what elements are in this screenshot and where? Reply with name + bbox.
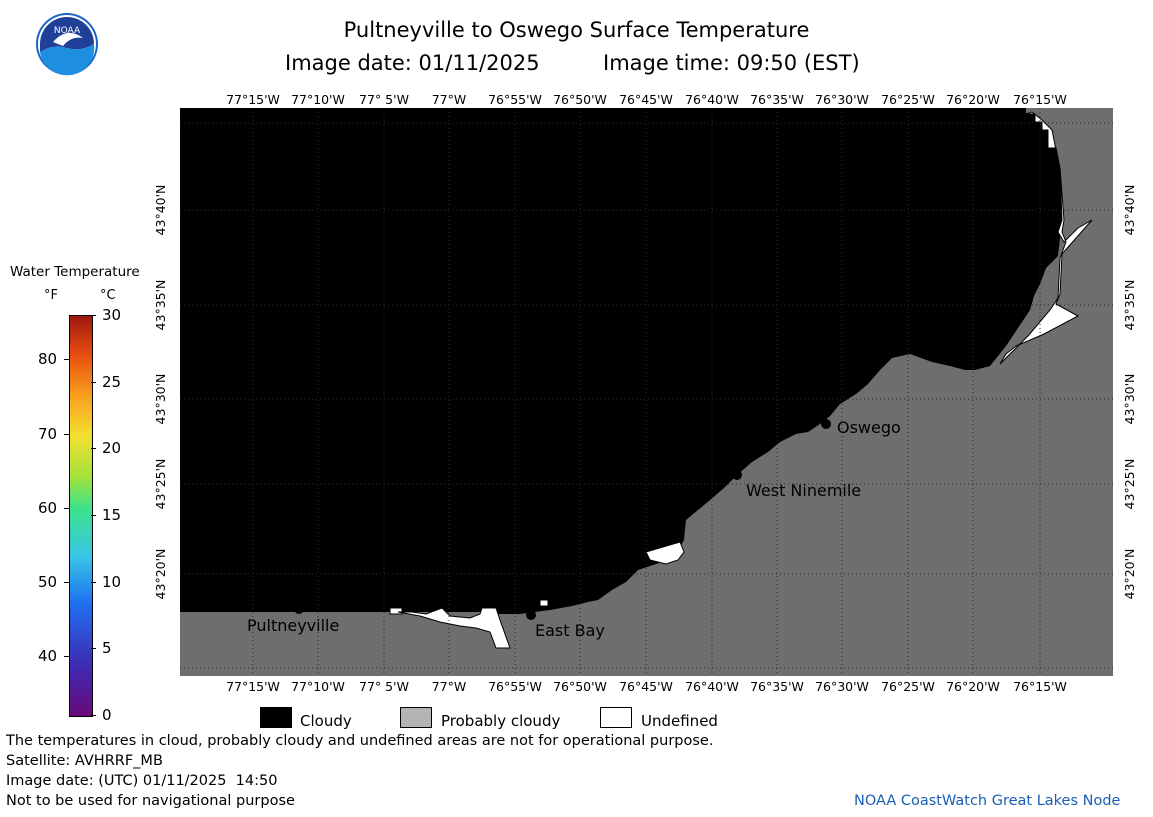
celsius-tick-label: 5 bbox=[102, 639, 112, 658]
image-date-label: Image date: 01/11/2025 bbox=[285, 51, 540, 75]
celsius-tick-mark bbox=[91, 381, 96, 383]
colorbar-unit-f: °F bbox=[44, 288, 58, 303]
longitude-tick-label: 76°25'W bbox=[881, 679, 935, 694]
svg-text:NOAA: NOAA bbox=[54, 26, 81, 36]
latitude-tick-label: 43°40'N bbox=[1122, 184, 1137, 236]
fahrenheit-tick-label: 50 bbox=[38, 572, 58, 591]
longitude-tick-label: 76°45'W bbox=[619, 92, 673, 107]
longitude-tick-label: 76°35'W bbox=[750, 679, 804, 694]
colorbar-unit-c: °C bbox=[100, 288, 116, 303]
latitude-tick-label: 43°30'N bbox=[1122, 373, 1137, 425]
latitude-tick-label: 43°20'N bbox=[1122, 548, 1137, 600]
east-bay-marker bbox=[526, 610, 536, 620]
longitude-tick-label: 76°45'W bbox=[619, 679, 673, 694]
longitude-tick-label: 76°25'W bbox=[881, 92, 935, 107]
celsius-tick-mark bbox=[91, 715, 96, 716]
celsius-tick-mark bbox=[91, 648, 96, 650]
latitude-tick-label: 43°35'N bbox=[1122, 279, 1137, 331]
temperature-colorbar bbox=[69, 315, 93, 717]
fahrenheit-tick-label: 70 bbox=[38, 424, 58, 443]
latitude-tick-label: 43°25'N bbox=[153, 458, 168, 510]
place-label-pultneyville: Pultneyville bbox=[247, 616, 340, 635]
map-canvas bbox=[180, 108, 1113, 676]
longitude-tick-label: 76°30'W bbox=[815, 679, 869, 694]
footer-nav-warning: Not to be used for navigational purpose bbox=[6, 793, 295, 809]
legend-label-undefined: Undefined bbox=[641, 712, 718, 730]
pultneyville-marker bbox=[294, 604, 304, 614]
celsius-tick-mark bbox=[91, 315, 96, 316]
place-label-oswego: Oswego bbox=[837, 418, 901, 437]
oswego-marker bbox=[821, 419, 831, 429]
longitude-tick-label: 76°50'W bbox=[553, 679, 607, 694]
fahrenheit-tick-mark bbox=[64, 433, 69, 435]
celsius-tick-label: 10 bbox=[102, 572, 122, 591]
place-label-west-ninemile: West Ninemile bbox=[746, 481, 862, 500]
celsius-tick-mark bbox=[91, 515, 96, 516]
legend-swatch-undefined bbox=[600, 707, 632, 728]
longitude-tick-label: 76°20'W bbox=[946, 679, 1000, 694]
longitude-tick-label: 76°30'W bbox=[815, 92, 869, 107]
graticule bbox=[180, 108, 1113, 676]
legend-label-probably-cloudy: Probably cloudy bbox=[441, 712, 561, 730]
longitude-tick-label: 76°20'W bbox=[946, 92, 1000, 107]
celsius-tick-label: 15 bbox=[102, 506, 122, 524]
latitude-tick-label: 43°25'N bbox=[1122, 458, 1137, 510]
fahrenheit-tick-mark bbox=[64, 655, 69, 657]
undefined-areas bbox=[389, 111, 1093, 649]
longitude-tick-label: 77°10'W bbox=[291, 679, 345, 694]
fahrenheit-tick-label: 80 bbox=[38, 350, 58, 369]
longitude-tick-label: 76°50'W bbox=[553, 92, 607, 107]
fahrenheit-tick-label: 60 bbox=[38, 498, 58, 517]
noaa-logo: NOAA bbox=[35, 12, 99, 76]
longitude-tick-label: 76°40'W bbox=[685, 92, 739, 107]
celsius-tick-mark bbox=[91, 581, 96, 583]
longitude-tick-label: 76°35'W bbox=[750, 92, 804, 107]
legend-swatch-cloudy bbox=[260, 707, 292, 728]
longitude-tick-label: 77°15'W bbox=[226, 679, 280, 694]
map-frame: Pultneyville East Bay West Ninemile Oswe… bbox=[180, 108, 1113, 676]
legend-label-cloudy: Cloudy bbox=[300, 712, 352, 730]
longitude-tick-label: 76°15'W bbox=[1013, 679, 1067, 694]
celsius-tick-label: 30 bbox=[102, 306, 122, 324]
image-time-label: Image time: 09:50 (EST) bbox=[603, 51, 860, 75]
place-label-east-bay: East Bay bbox=[535, 621, 605, 640]
latitude-tick-label: 43°35'N bbox=[153, 279, 168, 331]
longitude-tick-label: 76°15'W bbox=[1013, 92, 1067, 107]
fahrenheit-tick-mark bbox=[64, 581, 69, 583]
footer-note: The temperatures in cloud, probably clou… bbox=[6, 733, 714, 749]
footer-utc-date: Image date: (UTC) 01/11/2025 14:50 bbox=[6, 773, 278, 789]
west-ninemile-marker bbox=[732, 470, 742, 480]
cloud-area bbox=[180, 108, 1062, 614]
longitude-tick-label: 77° 5'W bbox=[359, 92, 409, 107]
longitude-tick-label: 76°40'W bbox=[685, 679, 739, 694]
fahrenheit-tick-label: 40 bbox=[38, 646, 58, 665]
celsius-tick-label: 20 bbox=[102, 439, 122, 458]
fahrenheit-tick-mark bbox=[64, 359, 69, 361]
longitude-tick-label: 77°15'W bbox=[226, 92, 280, 107]
fahrenheit-tick-mark bbox=[64, 507, 69, 509]
footer-satellite: Satellite: AVHRRF_MB bbox=[6, 753, 163, 769]
colorbar-title: Water Temperature bbox=[10, 264, 140, 280]
longitude-tick-label: 77°W bbox=[431, 92, 467, 107]
latitude-tick-label: 43°30'N bbox=[153, 373, 168, 425]
longitude-tick-label: 77°10'W bbox=[291, 92, 345, 107]
footer-credit: NOAA CoastWatch Great Lakes Node bbox=[854, 793, 1121, 809]
legend-swatch-probably-cloudy bbox=[400, 707, 432, 728]
map-title: Pultneyville to Oswego Surface Temperatu… bbox=[343, 18, 810, 42]
latitude-tick-label: 43°40'N bbox=[153, 184, 168, 236]
latitude-tick-label: 43°20'N bbox=[153, 548, 168, 600]
celsius-tick-label: 0 bbox=[102, 706, 112, 724]
celsius-tick-label: 25 bbox=[102, 372, 122, 391]
longitude-tick-label: 76°55'W bbox=[488, 679, 542, 694]
longitude-tick-label: 77° 5'W bbox=[359, 679, 409, 694]
longitude-tick-label: 76°55'W bbox=[488, 92, 542, 107]
celsius-tick-mark bbox=[91, 448, 96, 450]
longitude-tick-label: 77°W bbox=[431, 679, 467, 694]
